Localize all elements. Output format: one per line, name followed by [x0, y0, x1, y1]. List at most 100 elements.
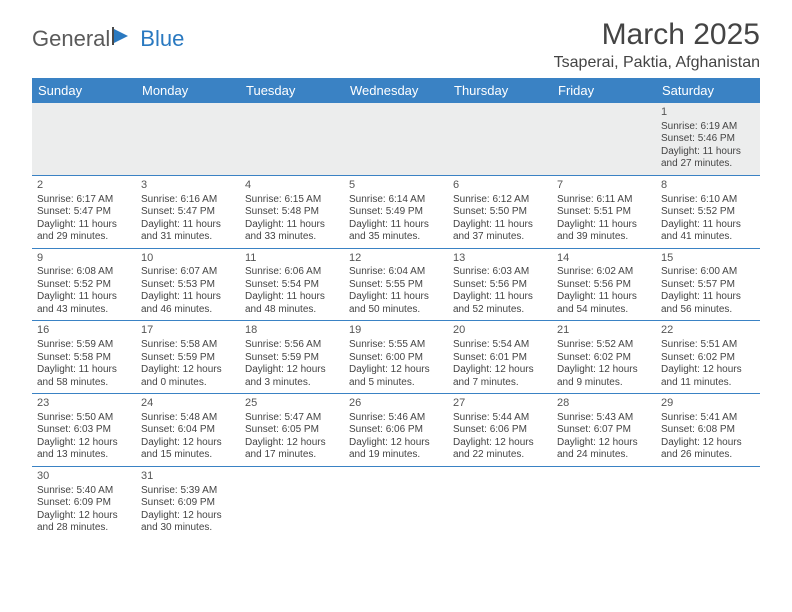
sunrise-text: Sunrise: 6:11 AM — [557, 194, 651, 207]
calendar-cell: 3Sunrise: 6:16 AMSunset: 5:47 PMDaylight… — [136, 175, 240, 248]
daylight-text: Daylight: 11 hours and 29 minutes. — [37, 219, 131, 244]
sunset-text: Sunset: 5:59 PM — [245, 352, 339, 365]
daylight-text: Daylight: 12 hours and 22 minutes. — [453, 437, 547, 462]
sunrise-text: Sunrise: 5:55 AM — [349, 339, 443, 352]
calendar-cell: 9Sunrise: 6:08 AMSunset: 5:52 PMDaylight… — [32, 248, 136, 321]
daylight-text: Daylight: 11 hours and 37 minutes. — [453, 219, 547, 244]
title-block: March 2025 Tsaperai, Paktia, Afghanistan — [554, 18, 760, 72]
sunset-text: Sunset: 5:46 PM — [661, 133, 755, 146]
day-number: 11 — [245, 252, 339, 266]
day-number: 20 — [453, 324, 547, 338]
day-header: Tuesday — [240, 78, 344, 103]
day-number: 13 — [453, 252, 547, 266]
day-header-row: Sunday Monday Tuesday Wednesday Thursday… — [32, 78, 760, 103]
day-number: 9 — [37, 252, 131, 266]
daylight-text: Daylight: 11 hours and 35 minutes. — [349, 219, 443, 244]
day-number: 25 — [245, 397, 339, 411]
daylight-text: Daylight: 12 hours and 5 minutes. — [349, 364, 443, 389]
day-number: 23 — [37, 397, 131, 411]
logo-text-blue: Blue — [140, 26, 184, 52]
daylight-text: Daylight: 12 hours and 3 minutes. — [245, 364, 339, 389]
daylight-text: Daylight: 11 hours and 39 minutes. — [557, 219, 651, 244]
sunset-text: Sunset: 6:02 PM — [557, 352, 651, 365]
calendar-cell — [344, 466, 448, 538]
calendar-cell: 2Sunrise: 6:17 AMSunset: 5:47 PMDaylight… — [32, 175, 136, 248]
daylight-text: Daylight: 12 hours and 15 minutes. — [141, 437, 235, 462]
calendar-cell: 12Sunrise: 6:04 AMSunset: 5:55 PMDayligh… — [344, 248, 448, 321]
daylight-text: Daylight: 11 hours and 54 minutes. — [557, 291, 651, 316]
daylight-text: Daylight: 12 hours and 24 minutes. — [557, 437, 651, 462]
sunrise-text: Sunrise: 6:00 AM — [661, 266, 755, 279]
daylight-text: Daylight: 11 hours and 43 minutes. — [37, 291, 131, 316]
sunrise-text: Sunrise: 5:43 AM — [557, 412, 651, 425]
sunset-text: Sunset: 6:03 PM — [37, 424, 131, 437]
sunrise-text: Sunrise: 6:17 AM — [37, 194, 131, 207]
day-header: Thursday — [448, 78, 552, 103]
sunrise-text: Sunrise: 5:39 AM — [141, 485, 235, 498]
sunrise-text: Sunrise: 5:52 AM — [557, 339, 651, 352]
daylight-text: Daylight: 12 hours and 9 minutes. — [557, 364, 651, 389]
logo: General Blue — [32, 26, 184, 52]
sunset-text: Sunset: 5:49 PM — [349, 206, 443, 219]
sunrise-text: Sunrise: 6:03 AM — [453, 266, 547, 279]
sunrise-text: Sunrise: 6:07 AM — [141, 266, 235, 279]
day-number: 15 — [661, 252, 755, 266]
daylight-text: Daylight: 12 hours and 0 minutes. — [141, 364, 235, 389]
calendar-cell: 23Sunrise: 5:50 AMSunset: 6:03 PMDayligh… — [32, 394, 136, 467]
calendar-cell: 22Sunrise: 5:51 AMSunset: 6:02 PMDayligh… — [656, 321, 760, 394]
sunrise-text: Sunrise: 6:12 AM — [453, 194, 547, 207]
calendar-cell: 7Sunrise: 6:11 AMSunset: 5:51 PMDaylight… — [552, 175, 656, 248]
sunrise-text: Sunrise: 6:02 AM — [557, 266, 651, 279]
day-number: 6 — [453, 179, 547, 193]
calendar-cell: 18Sunrise: 5:56 AMSunset: 5:59 PMDayligh… — [240, 321, 344, 394]
sunrise-text: Sunrise: 6:14 AM — [349, 194, 443, 207]
calendar-cell: 17Sunrise: 5:58 AMSunset: 5:59 PMDayligh… — [136, 321, 240, 394]
calendar-cell — [240, 466, 344, 538]
calendar-cell — [240, 103, 344, 175]
sunrise-text: Sunrise: 6:16 AM — [141, 194, 235, 207]
calendar-cell: 30Sunrise: 5:40 AMSunset: 6:09 PMDayligh… — [32, 466, 136, 538]
day-number: 18 — [245, 324, 339, 338]
sunrise-text: Sunrise: 5:54 AM — [453, 339, 547, 352]
daylight-text: Daylight: 12 hours and 17 minutes. — [245, 437, 339, 462]
calendar-row: 2Sunrise: 6:17 AMSunset: 5:47 PMDaylight… — [32, 175, 760, 248]
calendar-cell — [344, 103, 448, 175]
day-header: Monday — [136, 78, 240, 103]
calendar-cell: 19Sunrise: 5:55 AMSunset: 6:00 PMDayligh… — [344, 321, 448, 394]
sunset-text: Sunset: 5:55 PM — [349, 279, 443, 292]
sunrise-text: Sunrise: 6:06 AM — [245, 266, 339, 279]
calendar-cell: 6Sunrise: 6:12 AMSunset: 5:50 PMDaylight… — [448, 175, 552, 248]
calendar-cell: 29Sunrise: 5:41 AMSunset: 6:08 PMDayligh… — [656, 394, 760, 467]
sunrise-text: Sunrise: 5:46 AM — [349, 412, 443, 425]
sunrise-text: Sunrise: 5:48 AM — [141, 412, 235, 425]
day-number: 1 — [661, 106, 755, 120]
day-number: 4 — [245, 179, 339, 193]
calendar-cell: 28Sunrise: 5:43 AMSunset: 6:07 PMDayligh… — [552, 394, 656, 467]
sunrise-text: Sunrise: 5:44 AM — [453, 412, 547, 425]
sunset-text: Sunset: 6:00 PM — [349, 352, 443, 365]
daylight-text: Daylight: 11 hours and 31 minutes. — [141, 219, 235, 244]
day-number: 24 — [141, 397, 235, 411]
calendar-cell: 15Sunrise: 6:00 AMSunset: 5:57 PMDayligh… — [656, 248, 760, 321]
sunset-text: Sunset: 6:08 PM — [661, 424, 755, 437]
day-number: 22 — [661, 324, 755, 338]
header: General Blue March 2025 Tsaperai, Paktia… — [32, 18, 760, 72]
calendar-cell: 24Sunrise: 5:48 AMSunset: 6:04 PMDayligh… — [136, 394, 240, 467]
calendar-cell: 5Sunrise: 6:14 AMSunset: 5:49 PMDaylight… — [344, 175, 448, 248]
daylight-text: Daylight: 12 hours and 26 minutes. — [661, 437, 755, 462]
sunrise-text: Sunrise: 5:41 AM — [661, 412, 755, 425]
sunrise-text: Sunrise: 6:08 AM — [37, 266, 131, 279]
calendar-cell: 11Sunrise: 6:06 AMSunset: 5:54 PMDayligh… — [240, 248, 344, 321]
sunset-text: Sunset: 5:48 PM — [245, 206, 339, 219]
sunrise-text: Sunrise: 6:15 AM — [245, 194, 339, 207]
logo-text-general: General — [32, 26, 110, 52]
sunset-text: Sunset: 6:06 PM — [453, 424, 547, 437]
sunset-text: Sunset: 5:53 PM — [141, 279, 235, 292]
day-header: Friday — [552, 78, 656, 103]
sunrise-text: Sunrise: 5:51 AM — [661, 339, 755, 352]
calendar-row: 30Sunrise: 5:40 AMSunset: 6:09 PMDayligh… — [32, 466, 760, 538]
sunrise-text: Sunrise: 6:10 AM — [661, 194, 755, 207]
day-number: 10 — [141, 252, 235, 266]
daylight-text: Daylight: 11 hours and 27 minutes. — [661, 146, 755, 171]
calendar-cell: 26Sunrise: 5:46 AMSunset: 6:06 PMDayligh… — [344, 394, 448, 467]
